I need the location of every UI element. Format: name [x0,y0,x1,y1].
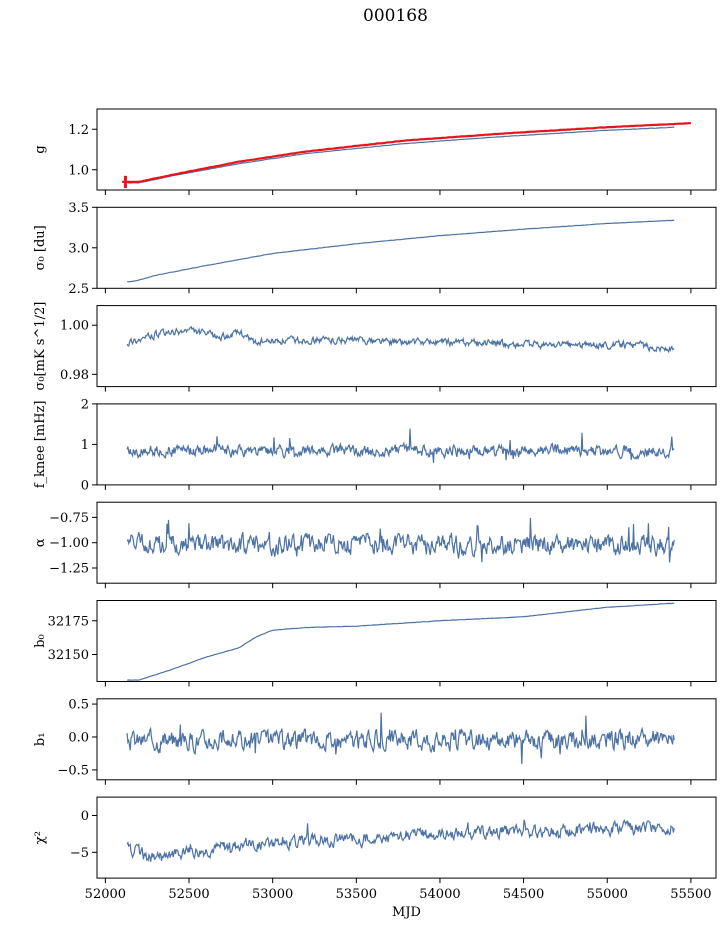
panel-5-ytick-label: −1.25 [49,562,89,577]
panel-1-frame [96,108,717,191]
panel-5-ytick-label: −0.75 [49,511,89,526]
panel-4-ytick-label: 0 [81,478,89,493]
panel-6-frame [96,600,717,682]
panel-7-ytick-label: −0.5 [57,763,89,778]
panel-6-ylabel: b₀ [33,634,48,648]
panel-6-ytick-label: 32175 [48,614,89,629]
panel-1-ylabel: g [33,145,48,153]
panel-2-ytick-label: 3.0 [68,241,89,256]
panel-7-frame [96,698,717,781]
panel-2-series-1 [127,219,675,283]
panel-8-series-1 [126,818,675,863]
panel-2-ylabel: σ₀ [du] [33,225,48,270]
panel-4-ytick-label: 1 [81,438,89,453]
panel-1-series-2 [122,121,691,184]
panel-7-series-1 [126,712,675,765]
panel-7-ytick-label: 0.0 [68,730,89,745]
panel-6-ytick-label: 32150 [48,648,89,663]
panel-5-series-1 [126,517,675,563]
panel-8-ytick-label: 0 [81,809,89,824]
xtick-label: 52500 [168,887,209,902]
panel-5-ylabel: α [33,538,48,547]
panel-2-frame [96,206,717,289]
figure-title: 000168 [363,6,428,26]
panel-2-ytick-label: 3.5 [68,201,89,216]
panel-4-series-1 [126,428,675,463]
panel-1-series-1 [127,126,675,184]
panel-7-ylabel: b₁ [33,733,48,747]
panel-3-ylabel: σ₀[mK s^1/2] [33,302,48,391]
panel-1-ytick-label: 1.0 [68,163,89,178]
xtick-label: 55000 [587,887,628,902]
xtick-label: 53000 [252,887,293,902]
panel-5-ytick-label: −1.00 [49,536,89,551]
panel-4-ylabel: f_knee [mHz] [33,401,48,489]
panel-1-ytick-label: 1.2 [68,123,89,138]
panel-6-series-1 [127,602,675,681]
panel-7-ytick-label: 0.5 [68,698,89,713]
panel-3-frame [96,305,717,388]
panel-3-ytick-label: 0.98 [60,368,89,383]
xtick-label: 54500 [503,887,544,902]
xtick-label: 53500 [336,887,377,902]
x-axis-label: MJD [392,905,421,920]
panel-2-ytick-label: 2.5 [68,282,89,297]
panel-8-frame [96,796,717,879]
xtick-label: 52000 [85,887,126,902]
xtick-label: 55500 [670,887,711,902]
panel-3-series-1 [126,325,675,354]
panel-4-ytick-label: 2 [81,397,89,412]
panel-8-ylabel: χ² [33,831,48,844]
xtick-label: 54000 [419,887,460,902]
panel-3-ytick-label: 1.00 [60,319,89,334]
panel-8-ytick-label: −5 [70,846,89,861]
